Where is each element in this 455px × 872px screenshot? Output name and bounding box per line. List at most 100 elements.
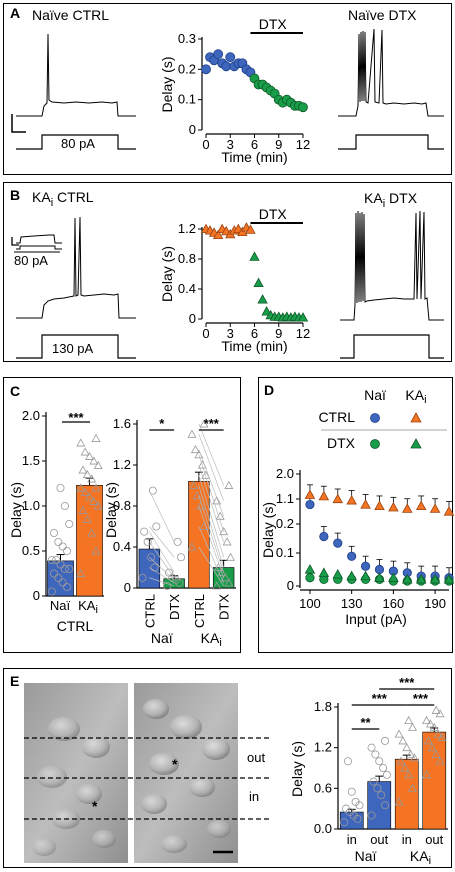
- data-point: [351, 797, 360, 806]
- data-point: [52, 555, 61, 564]
- data-point: [347, 551, 357, 561]
- data-point: [91, 483, 101, 492]
- y-tick-label: 0.1: [178, 92, 196, 107]
- inset-scale-bar: [11, 237, 19, 246]
- bar: [138, 548, 161, 589]
- data-point-dtx: [261, 306, 272, 316]
- data-point: [304, 489, 316, 499]
- time-course-chart-b: 0 0.4 0.8 1.2 0 3 6 9 12 Time (min) Delay (s) DTX: [159, 206, 310, 354]
- legend-row-dtx: DTX: [327, 435, 356, 451]
- current-step-b-dtx: [340, 334, 444, 359]
- data-point: [80, 487, 90, 496]
- data-point: [340, 818, 349, 827]
- bar-chart-c-left: 0 0.5 1.0 1.5 2.0 Delay (s) Naï KAi CTRL ***: [8, 408, 104, 634]
- data-point: [177, 553, 186, 562]
- data-point: [422, 770, 432, 779]
- y-tick-label: 0.4: [113, 539, 131, 554]
- trace-b-right-title: KAi DTX: [364, 190, 418, 210]
- data-point: [388, 572, 399, 582]
- data-point: [422, 715, 432, 724]
- data-point: [226, 552, 236, 561]
- data-point: [89, 496, 99, 505]
- legend-marker-kai-ctrl: [410, 412, 422, 423]
- data-point-dtx: [249, 251, 260, 261]
- x-axis-title: Input (pA): [345, 611, 406, 627]
- data-point: [443, 573, 455, 584]
- data-point: [85, 451, 94, 460]
- data-point: [319, 531, 329, 542]
- time-course-chart-a: 0 0.1 0.2 0.3 0 3 6 9 12 Time (min) Delay (s) DTX: [159, 16, 310, 165]
- data-point: [400, 763, 410, 772]
- data-point: [402, 503, 413, 513]
- bar: [339, 811, 364, 830]
- inset-step: [16, 245, 62, 250]
- panel-b-svg: B KAi CTRL KAi DTX 80 pA 130 pA 0 0.4 0.8 1…: [10, 187, 444, 359]
- panel-b-label: B: [10, 187, 20, 203]
- y-tick-label: 0: [124, 580, 131, 595]
- data-point: [367, 811, 376, 820]
- data-point: [78, 465, 88, 474]
- data-point: [164, 568, 173, 577]
- data-point: [49, 569, 58, 578]
- micrograph-right: *: [134, 683, 238, 863]
- x-tick-label: in: [347, 832, 357, 847]
- data-point: [58, 542, 67, 551]
- data-point: [394, 729, 404, 738]
- data-point: [408, 722, 418, 731]
- x-tick-label: 3: [227, 326, 234, 341]
- voltage-trace-a-ctrl: [16, 33, 136, 117]
- data-point: [93, 460, 103, 469]
- dtx-bar-label: DTX: [259, 206, 288, 222]
- paired-line: [198, 475, 224, 558]
- y-tick-label: 0.0: [314, 821, 332, 836]
- paired-line: [198, 454, 224, 532]
- x-tick-label: 160: [383, 596, 405, 611]
- data-point: [381, 801, 390, 810]
- data-point: [388, 501, 399, 512]
- bar: [188, 481, 210, 589]
- trace-b-left-title: KAi CTRL: [32, 189, 94, 209]
- paired-line: [198, 434, 224, 501]
- data-point: [60, 564, 69, 573]
- paired-line: [198, 495, 224, 573]
- x-tick-label: DTX: [167, 594, 182, 620]
- panel-d: D 0.2 1.1 2.0 0 0.1 100 130 160 190 Input (pA) Del…: [258, 377, 455, 653]
- group-label-ctrl: CTRL: [57, 618, 94, 634]
- current-step-a-ctrl: [16, 134, 136, 150]
- data-point: [189, 480, 199, 489]
- data-point: [47, 587, 56, 596]
- paired-line: [149, 577, 175, 587]
- data-point: [87, 474, 97, 483]
- data-point: [360, 499, 371, 509]
- y-axis-title: Delay (s): [159, 246, 175, 302]
- legend-row-ctrl: CTRL: [318, 409, 355, 425]
- data-point: [305, 573, 315, 583]
- x-tick-label: 130: [341, 596, 363, 611]
- data-point-ctrl: [221, 61, 232, 72]
- paired-line: [149, 556, 175, 581]
- data-point: [429, 573, 441, 584]
- paired-line: [198, 526, 224, 584]
- data-point: [224, 578, 234, 587]
- data-point: [212, 496, 222, 505]
- data-point: [148, 486, 157, 495]
- paired-line: [198, 449, 224, 517]
- x-tick-label: out: [370, 832, 388, 847]
- x-tick-label: in: [402, 832, 412, 847]
- group-label-kai: KAi: [410, 848, 431, 867]
- group-label-kai: KAi: [201, 630, 222, 649]
- data-point: [398, 736, 408, 745]
- x-tick-label: 100: [299, 596, 321, 611]
- sig-stars: ***: [399, 675, 415, 690]
- data-point: [346, 570, 357, 581]
- y-tick-label: 0.5: [22, 543, 40, 558]
- y-tick-label: 0: [189, 122, 196, 137]
- data-point: [187, 429, 197, 438]
- step-label-b: 130 pA: [52, 341, 94, 356]
- y-tick-label: 0: [287, 578, 294, 593]
- data-point: [63, 546, 72, 555]
- legend-col-naive: Naï: [364, 387, 386, 403]
- panel-e-svg: E * * o: [10, 673, 448, 867]
- data-point: [147, 553, 156, 562]
- asterisk-left: *: [92, 798, 98, 814]
